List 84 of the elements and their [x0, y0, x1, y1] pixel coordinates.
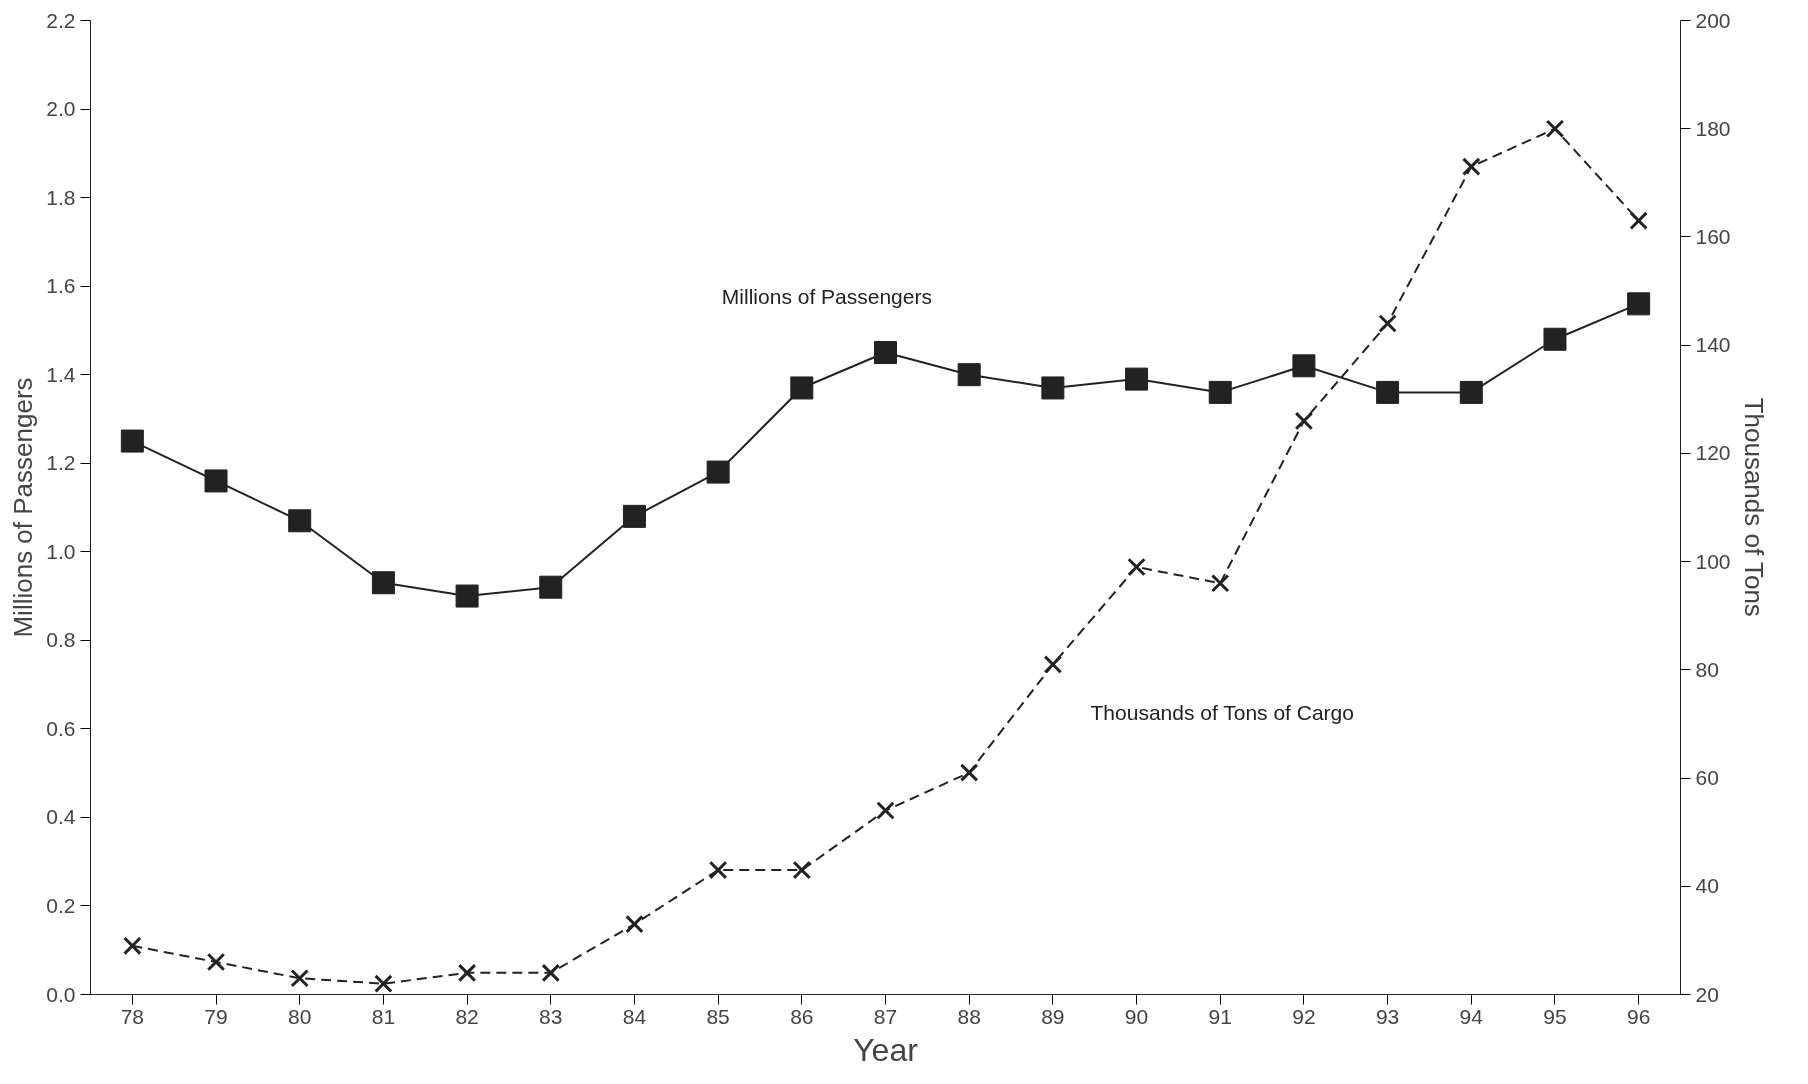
point [792, 860, 812, 880]
point [1292, 354, 1316, 378]
point [1378, 314, 1397, 333]
y-tick-label: 1.8 [46, 185, 76, 209]
x-tick-label: 89 [1041, 1004, 1065, 1028]
x-axis-title: Year [853, 1031, 919, 1068]
point [622, 504, 646, 528]
point [1208, 380, 1232, 404]
point [708, 860, 728, 880]
y-tick-label: 2.2 [46, 8, 76, 32]
y-tick-label: 1.0 [46, 539, 76, 563]
point [874, 341, 897, 365]
x-tick-label: 93 [1375, 1004, 1400, 1028]
y2-tick-label: 20 [1695, 982, 1719, 1006]
x-tick-label: 95 [1543, 1004, 1567, 1028]
y2-tick-label: 120 [1695, 441, 1731, 465]
point [1462, 157, 1481, 176]
x-tick-label: 85 [706, 1004, 730, 1028]
point [120, 429, 144, 453]
x-tick-label: 86 [790, 1004, 814, 1028]
point [957, 363, 981, 387]
point [1459, 380, 1483, 404]
point [455, 584, 479, 608]
point [1627, 292, 1651, 316]
text: Millions of Passengers [721, 285, 932, 309]
x-tick-label: 90 [1124, 1004, 1149, 1028]
x-tick-label: 79 [204, 1004, 228, 1028]
point [539, 575, 563, 599]
x-tick-label: 82 [455, 1004, 479, 1028]
point [625, 914, 644, 934]
point [371, 571, 395, 595]
point [457, 963, 477, 983]
y-axis-title: Millions of Passengers [8, 377, 39, 638]
y-tick-label: 0.2 [46, 893, 76, 917]
point [123, 936, 142, 956]
y2-tick-label: 140 [1695, 333, 1731, 357]
point [876, 801, 895, 820]
y2-axis-title: Thousands of Tons [1738, 397, 1769, 617]
point [206, 952, 226, 972]
y-tick-label: 0.8 [46, 628, 76, 652]
x-tick-label: 87 [873, 1004, 898, 1028]
y2-tick-label: 200 [1695, 8, 1731, 32]
y2-tick-label: 40 [1695, 874, 1719, 898]
y-tick-label: 1.6 [46, 274, 76, 298]
point [959, 763, 979, 782]
x-tick-label: 92 [1292, 1004, 1316, 1028]
x-tick-label: 80 [288, 1004, 312, 1028]
x-tick-label: 78 [120, 1004, 145, 1028]
x-tick-label: 96 [1626, 1004, 1651, 1028]
x-tick-label: 81 [371, 1004, 396, 1028]
y2-tick-label: 180 [1695, 116, 1731, 140]
y-tick-label: 1.4 [46, 362, 76, 386]
point [374, 974, 393, 993]
point [541, 963, 561, 983]
point [1543, 327, 1567, 351]
x-tick-label: 88 [957, 1004, 981, 1028]
point [1545, 119, 1565, 138]
y2-tick-label: 60 [1695, 766, 1719, 790]
x-tick-label: 91 [1208, 1004, 1232, 1028]
point [1376, 380, 1400, 404]
point [1210, 573, 1230, 593]
point [288, 509, 312, 533]
y-tick-label: 0.4 [46, 805, 76, 829]
series-label: Thousands of Tons of Cargo [1090, 700, 1354, 724]
y-tick-label: 2.0 [46, 97, 76, 121]
point [1125, 367, 1149, 391]
y-tick-label: 0.0 [46, 982, 76, 1006]
point [1294, 411, 1314, 431]
y-tick-label: 0.6 [46, 716, 76, 740]
point [790, 376, 814, 400]
y2-tick-label: 80 [1695, 657, 1719, 681]
x-tick-label: 83 [539, 1004, 563, 1028]
x-tick-label: 84 [622, 1004, 647, 1028]
y2-tick-label: 160 [1695, 224, 1731, 248]
point [706, 460, 730, 484]
x-tick-label: 94 [1459, 1004, 1484, 1028]
point [1043, 655, 1063, 674]
point [1629, 211, 1648, 230]
point [1127, 557, 1146, 577]
point [1041, 376, 1065, 400]
point [290, 968, 309, 988]
y-tick-label: 1.2 [46, 451, 76, 475]
y2-tick-label: 100 [1695, 549, 1731, 573]
point [204, 469, 228, 493]
